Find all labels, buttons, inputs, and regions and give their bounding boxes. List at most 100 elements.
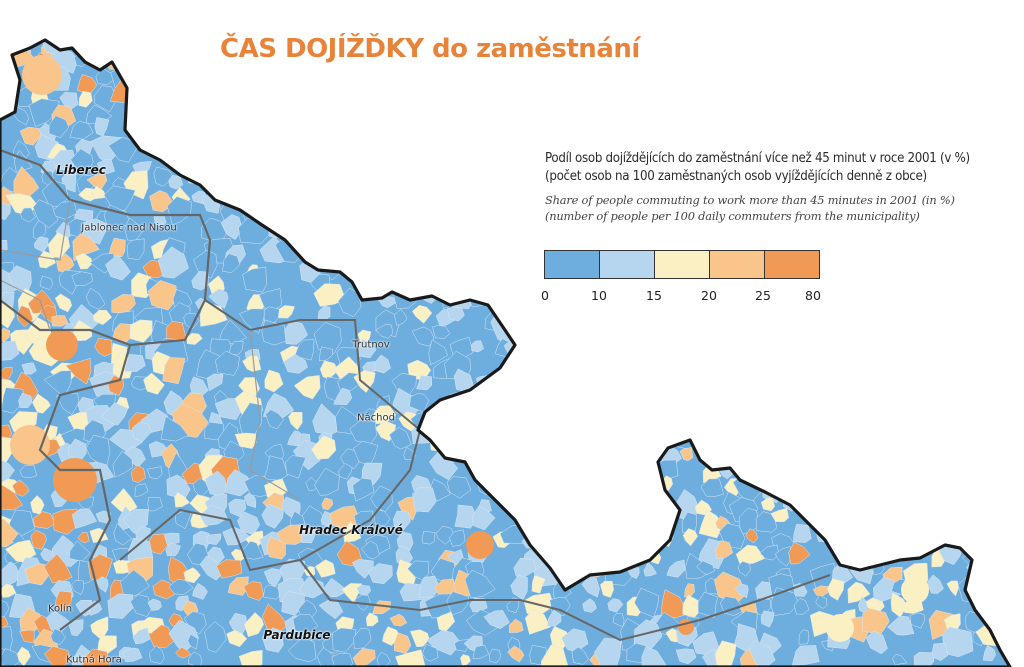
municipality-area [793, 523, 812, 543]
municipality-area [1007, 203, 1010, 218]
municipality-area [774, 546, 793, 567]
municipality-area [78, 90, 93, 108]
municipality-area [666, 293, 680, 308]
municipality-area [51, 315, 69, 327]
municipality-area [610, 316, 641, 344]
municipality-area [494, 77, 509, 91]
municipality-area [338, 126, 361, 155]
municipality-area [764, 410, 780, 429]
municipality-area [958, 490, 989, 522]
municipality-area [353, 78, 381, 109]
municipality-area [737, 102, 762, 130]
municipality-area [527, 475, 550, 494]
municipality-area [213, 65, 242, 91]
municipality-area [353, 170, 373, 189]
municipality-area [986, 336, 1009, 353]
municipality-area [565, 94, 582, 108]
municipality-area [516, 447, 529, 461]
municipality-area [1006, 49, 1010, 72]
municipality-area [928, 86, 949, 104]
municipality-area [933, 278, 952, 296]
municipality-area [1002, 305, 1010, 324]
municipality-area [1005, 242, 1010, 260]
municipality-area [283, 353, 308, 374]
municipality-area [614, 335, 645, 369]
municipality-area [344, 169, 358, 185]
municipality-area [987, 568, 1003, 579]
municipality-area [887, 615, 915, 636]
municipality-area [890, 309, 913, 330]
municipality-area [46, 329, 78, 361]
municipality-area [768, 276, 802, 297]
municipality-area [795, 51, 819, 79]
municipality-area [429, 190, 451, 208]
municipality-area [300, 150, 320, 169]
municipality-area [363, 239, 382, 260]
municipality-area [371, 105, 394, 127]
municipality-area [525, 392, 546, 412]
municipality-area [930, 51, 947, 63]
municipality-area [370, 161, 398, 193]
municipality-area [215, 350, 240, 376]
municipality-area [101, 402, 129, 426]
municipality-area [969, 154, 993, 172]
municipality-area [54, 293, 73, 313]
municipality-area [430, 101, 448, 116]
municipality-area [0, 40, 10, 50]
municipality-area [665, 423, 682, 439]
municipality-area [107, 593, 134, 619]
municipality-area [576, 502, 606, 535]
municipality-area [852, 101, 870, 123]
municipality-area [910, 104, 924, 121]
municipality-area [793, 598, 810, 615]
municipality-area [901, 59, 928, 90]
municipality-area [165, 542, 181, 557]
municipality-area [388, 89, 413, 111]
municipality-area [208, 288, 229, 309]
municipality-area [904, 357, 928, 377]
municipality-area [599, 68, 624, 94]
municipality-area [224, 106, 244, 122]
municipality-area [422, 531, 436, 545]
municipality-area [129, 594, 152, 617]
municipality-area [354, 217, 376, 241]
municipality-area [853, 395, 876, 414]
municipality-area [153, 112, 174, 139]
legend-swatch-25-80 [765, 251, 819, 278]
municipality-area [545, 526, 566, 548]
municipality-area [457, 91, 476, 109]
municipality-area [812, 585, 829, 597]
municipality-area [96, 158, 116, 174]
municipality-area [32, 511, 56, 529]
municipality-area [952, 226, 971, 248]
municipality-area [903, 487, 931, 516]
municipality-area [532, 325, 554, 342]
municipality-area [738, 335, 754, 356]
municipality-area [19, 629, 35, 644]
municipality-area [75, 252, 93, 270]
municipality-area [592, 536, 610, 551]
municipality-area [773, 355, 793, 377]
municipality-area [630, 91, 647, 107]
municipality-area [406, 124, 433, 146]
municipality-area [472, 644, 490, 659]
municipality-area [920, 514, 944, 530]
municipality-area [889, 321, 909, 349]
municipality-area [510, 217, 534, 245]
municipality-area [147, 280, 177, 311]
municipality-area [722, 373, 748, 399]
municipality-area [367, 563, 393, 585]
municipality-area [858, 68, 878, 89]
municipality-area [146, 466, 163, 480]
municipality-area [700, 478, 724, 497]
municipality-area [545, 340, 565, 365]
municipality-area [18, 392, 33, 408]
municipality-area [175, 595, 190, 612]
municipality-area [347, 109, 361, 126]
municipality-area [52, 149, 77, 171]
legend-swatch-15-20 [655, 251, 710, 278]
municipality-area [750, 44, 781, 74]
legend-description-english: Share of people commuting to work more t… [545, 192, 955, 224]
municipality-area [713, 362, 742, 383]
municipality-area [760, 460, 774, 479]
